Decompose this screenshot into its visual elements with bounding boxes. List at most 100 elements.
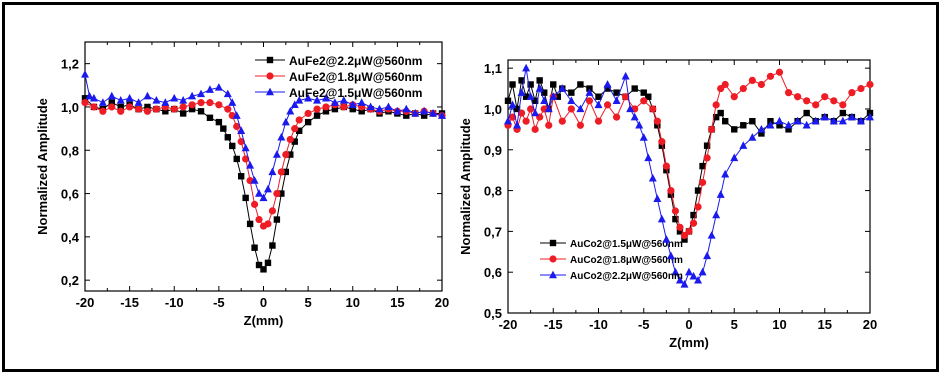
data-point	[662, 162, 670, 170]
data-point	[622, 93, 630, 101]
data-point	[730, 93, 738, 101]
legend-label: AuCo2@1.8μW@560nm	[570, 255, 683, 266]
data-point	[348, 100, 357, 108]
data-point	[676, 228, 684, 235]
data-point	[681, 236, 688, 243]
data-point	[626, 104, 635, 113]
data-point	[375, 104, 384, 113]
data-point	[237, 173, 245, 180]
data-point	[699, 162, 706, 170]
data-point	[857, 84, 865, 93]
data-point	[242, 194, 249, 202]
data-point	[522, 93, 530, 100]
data-point	[228, 98, 237, 106]
x-tick-label: 0	[685, 317, 692, 332]
data-point	[518, 77, 525, 84]
x-tick-label: 10	[772, 317, 786, 332]
data-point	[653, 194, 662, 202]
data-point	[291, 138, 298, 145]
data-point	[526, 92, 535, 100]
data-point	[820, 112, 829, 121]
x-tick-label: 0	[260, 295, 267, 310]
legend-label: AuCo2@2.2μW@560nm	[570, 271, 683, 282]
data-point	[847, 112, 856, 121]
data-point	[250, 176, 259, 184]
data-point	[339, 96, 348, 104]
data-point	[603, 101, 612, 109]
data-point	[576, 104, 585, 113]
data-point	[866, 112, 874, 121]
data-point	[829, 116, 838, 125]
data-point	[739, 84, 747, 93]
data-point	[685, 267, 693, 276]
data-point	[635, 120, 644, 129]
data-point	[784, 89, 793, 97]
data-point	[224, 134, 231, 141]
data-point	[117, 103, 124, 111]
data-point	[197, 99, 205, 107]
data-point	[839, 101, 847, 109]
data-point	[152, 105, 160, 113]
data-point	[263, 184, 272, 193]
data-point	[366, 102, 375, 111]
series-line	[507, 68, 871, 286]
data-point	[667, 191, 675, 198]
data-point	[545, 121, 553, 129]
figure-frame	[2, 2, 939, 372]
data-point	[531, 97, 539, 105]
data-point	[322, 108, 330, 115]
data-point	[775, 116, 784, 125]
x-tick-label: -10	[589, 317, 608, 332]
data-point	[740, 122, 747, 129]
legend-label: AuFe2@1.8μW@560nm	[289, 70, 422, 84]
data-point	[748, 76, 756, 85]
data-point	[152, 96, 161, 104]
data-point	[690, 211, 697, 219]
data-point	[645, 93, 652, 100]
y-tick-label: 0,4	[61, 230, 80, 245]
data-point	[802, 120, 811, 129]
data-point	[689, 271, 698, 280]
data-point	[504, 116, 512, 125]
data-point	[107, 91, 116, 100]
data-point	[313, 112, 321, 119]
data-point	[161, 98, 170, 106]
data-point	[214, 83, 223, 91]
data-point	[558, 84, 567, 92]
data-point	[125, 93, 134, 102]
data-point	[420, 112, 428, 119]
y-tick-label: 0,6	[484, 265, 502, 280]
data-point	[134, 105, 143, 113]
data-point	[531, 108, 540, 117]
data-point	[630, 112, 639, 121]
data-point	[698, 178, 707, 187]
data-point	[233, 155, 240, 163]
x-axis-label: Z(mm)	[669, 335, 709, 350]
data-point	[644, 153, 653, 162]
y-tick-label: 0,6	[61, 187, 79, 202]
data-point	[282, 168, 290, 176]
data-point	[775, 68, 784, 76]
legend-marker	[266, 72, 274, 80]
data-point	[268, 167, 277, 176]
data-point	[721, 80, 729, 89]
data-point	[241, 143, 250, 152]
x-tick-label: -5	[213, 295, 225, 310]
data-point	[577, 81, 584, 88]
y-tick-label: 0,2	[61, 273, 79, 288]
chart-left: -20 -15 -10 -5 0 5 10 15 20 0,2 0,4 0,6 0,8 1,0 1,2 Z(m…	[35, 41, 449, 328]
data-point	[313, 105, 321, 113]
data-point	[116, 96, 125, 104]
data-point	[290, 100, 299, 108]
data-point	[698, 267, 707, 276]
data-point	[722, 118, 729, 125]
x-tick-label: -15	[120, 295, 139, 310]
data-point	[794, 93, 802, 101]
data-point	[536, 77, 543, 84]
data-point	[504, 97, 512, 105]
x-tick-label: 20	[863, 317, 877, 332]
data-point	[322, 103, 330, 111]
data-point	[170, 105, 178, 113]
y-tick-label: 1,1	[484, 61, 502, 76]
data-point	[272, 150, 281, 158]
